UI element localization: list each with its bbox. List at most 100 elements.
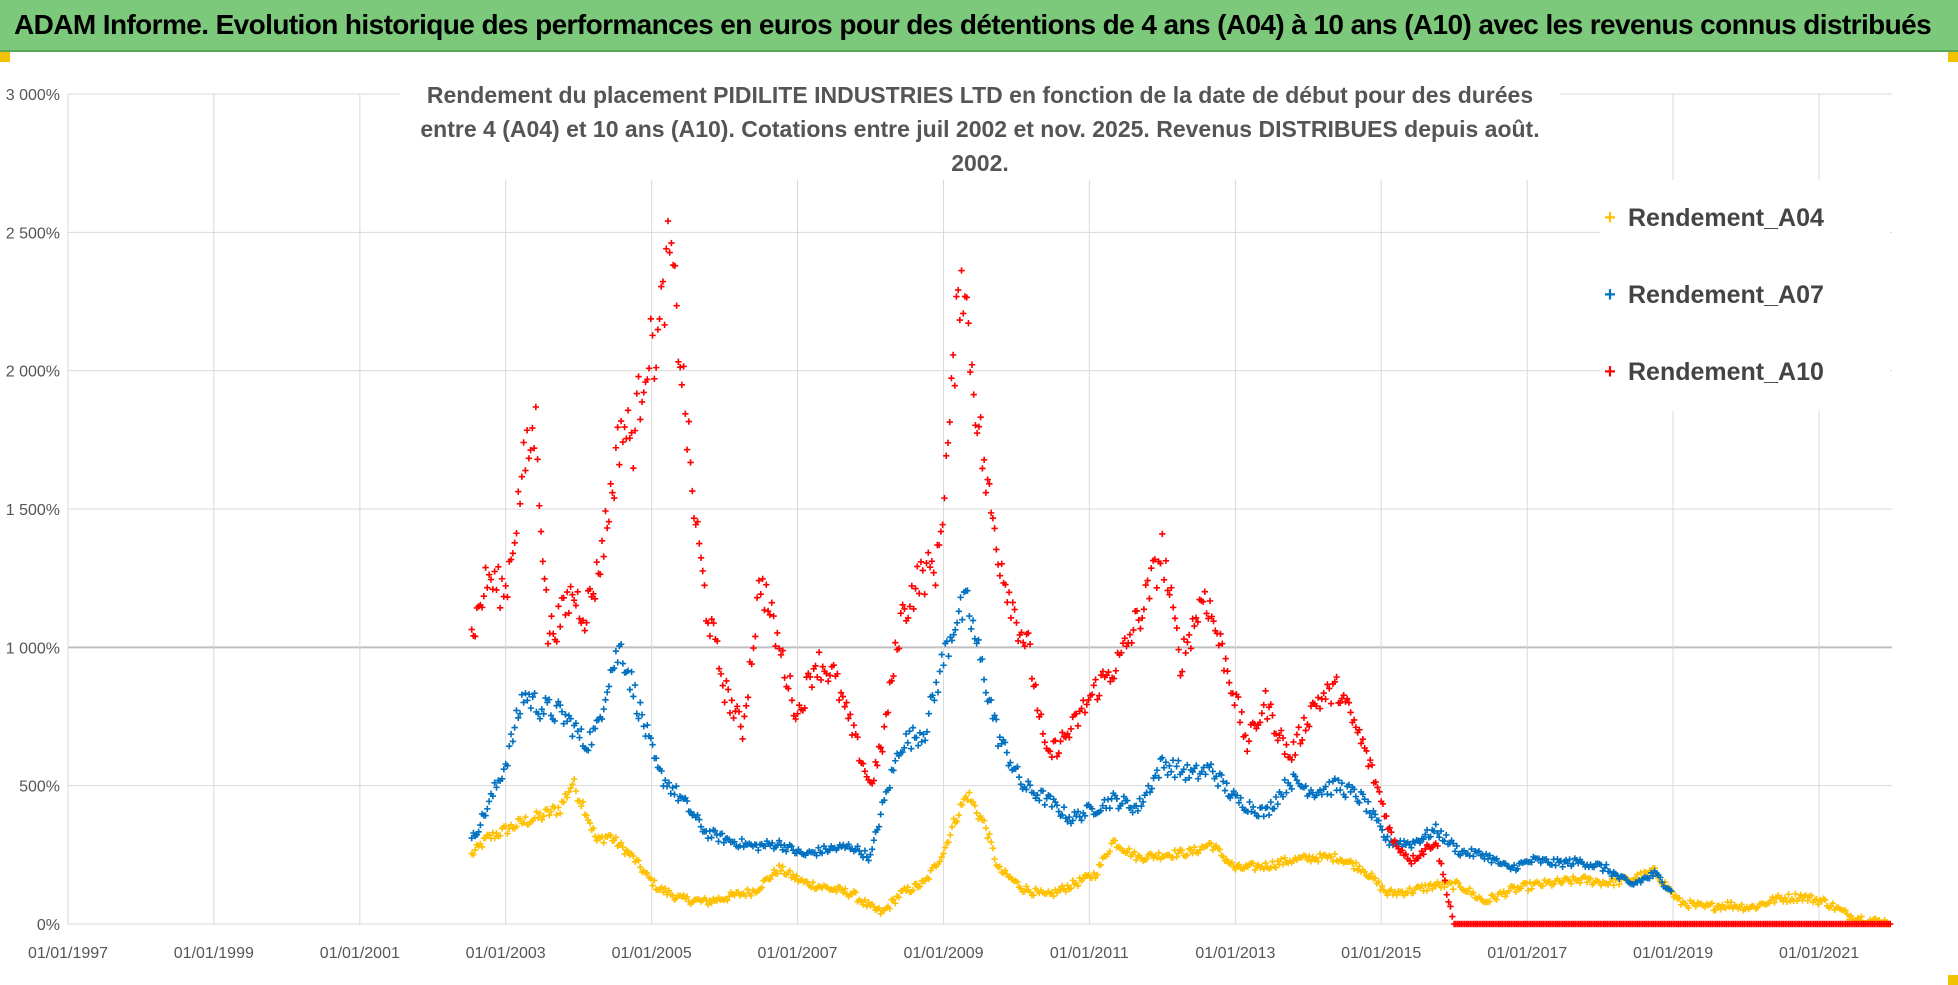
data-point — [989, 845, 997, 852]
data-point — [640, 723, 647, 730]
data-point — [710, 619, 717, 627]
data-point — [704, 619, 712, 627]
data-point — [708, 899, 715, 907]
data-point — [813, 852, 820, 859]
data-point — [861, 896, 869, 904]
data-point — [950, 815, 957, 822]
data-point — [531, 689, 538, 697]
data-point — [1307, 858, 1315, 865]
data-point — [1153, 767, 1161, 774]
data-point — [515, 714, 522, 722]
data-point — [956, 316, 964, 324]
data-point — [975, 423, 983, 430]
data-point — [543, 586, 550, 594]
data-point — [925, 549, 932, 556]
chart-subtitle-line-1: Rendement du placement PIDILITE INDUSTRI… — [426, 82, 1534, 108]
data-point — [779, 647, 787, 654]
data-point — [562, 790, 569, 798]
data-point — [1053, 802, 1061, 809]
data-point — [1053, 889, 1061, 896]
data-point — [1111, 792, 1119, 799]
data-point — [576, 734, 583, 741]
data-point — [984, 476, 991, 483]
data-point — [671, 262, 679, 269]
data-point — [1018, 629, 1025, 636]
data-point — [504, 593, 511, 601]
data-point — [616, 461, 623, 468]
data-point — [659, 278, 667, 285]
data-point — [1121, 635, 1128, 642]
data-point — [1331, 678, 1338, 685]
data-point — [1708, 899, 1716, 907]
data-point — [910, 605, 917, 613]
data-point — [1288, 756, 1295, 764]
data-point — [602, 696, 609, 704]
data-point — [819, 663, 826, 670]
data-point — [1023, 883, 1030, 890]
data-point — [1306, 790, 1313, 798]
data-point — [612, 834, 620, 841]
data-point — [507, 556, 515, 563]
data-point — [938, 651, 945, 658]
data-point — [870, 837, 878, 844]
data-point — [1445, 898, 1452, 906]
data-point — [1512, 888, 1520, 896]
data-point — [647, 315, 655, 322]
data-point — [1120, 793, 1128, 800]
data-point — [1127, 804, 1135, 812]
data-point — [541, 575, 548, 583]
data-point — [1569, 860, 1577, 868]
data-point — [540, 812, 547, 820]
data-point — [1715, 902, 1723, 909]
data-point — [791, 875, 799, 883]
data-point — [585, 747, 592, 754]
data-point — [1436, 881, 1443, 888]
data-point — [875, 823, 883, 830]
data-point — [525, 455, 533, 462]
data-point — [815, 649, 823, 656]
data-point — [1066, 734, 1073, 741]
data-point — [1023, 786, 1030, 793]
data-point — [1717, 906, 1724, 913]
data-point — [498, 775, 506, 783]
data-point — [973, 809, 980, 817]
data-point — [936, 668, 944, 675]
data-point — [812, 662, 819, 670]
data-point — [663, 783, 671, 790]
data-point — [532, 403, 540, 411]
data-point — [1267, 701, 1274, 708]
data-point — [1258, 710, 1266, 717]
data-point — [1253, 725, 1260, 732]
data-point — [938, 854, 945, 861]
data-point — [617, 839, 625, 846]
data-point — [726, 709, 734, 717]
data-point — [768, 872, 776, 879]
data-point — [861, 768, 869, 775]
data-point — [1488, 859, 1495, 866]
data-point — [664, 217, 672, 225]
data-point — [574, 588, 581, 596]
data-point — [1464, 888, 1471, 895]
data-point — [1448, 880, 1455, 887]
data-point — [1406, 841, 1413, 848]
data-point — [936, 858, 944, 865]
data-point — [1153, 854, 1161, 861]
data-point — [600, 553, 607, 560]
data-point — [496, 832, 504, 839]
data-point — [788, 843, 795, 850]
data-point — [680, 891, 687, 899]
data-point — [953, 293, 960, 300]
data-point — [1136, 795, 1143, 802]
data-point — [484, 805, 491, 813]
legend-label-a04: Rendement_A04 — [1628, 204, 1824, 232]
data-point — [658, 283, 665, 290]
data-point — [1187, 645, 1195, 652]
data-point — [581, 627, 588, 634]
data-point — [723, 677, 730, 685]
data-point — [1416, 839, 1424, 847]
data-point — [633, 390, 640, 397]
data-point — [993, 716, 1000, 723]
data-point — [1350, 716, 1358, 724]
data-point — [877, 744, 884, 751]
data-point — [495, 563, 502, 571]
